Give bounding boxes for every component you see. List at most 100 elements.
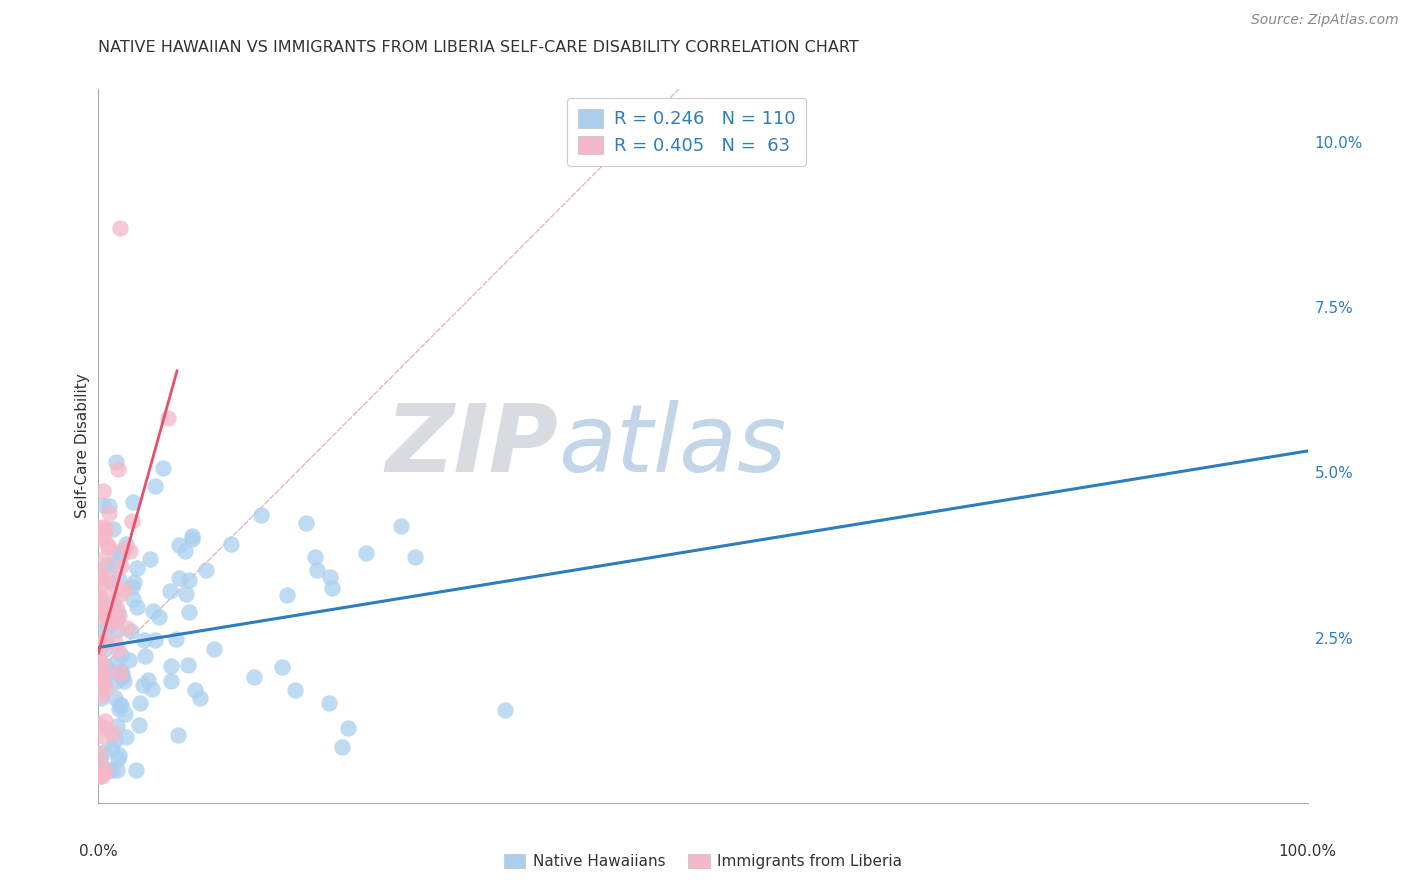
- Point: [90, 690, 112, 705]
- Point: [114, 706, 136, 721]
- Point: [181, 532, 204, 546]
- Point: [101, 726, 124, 740]
- Point: [98, 506, 121, 520]
- Point: [318, 696, 340, 710]
- Point: [125, 600, 148, 615]
- Point: [108, 221, 131, 235]
- Point: [166, 728, 188, 742]
- Point: [87, 769, 110, 783]
- Point: [107, 462, 129, 476]
- Point: [115, 730, 138, 744]
- Point: [114, 541, 136, 555]
- Point: [94, 550, 117, 565]
- Point: [93, 745, 115, 759]
- Point: [101, 558, 124, 573]
- Point: [128, 718, 150, 732]
- Point: [494, 703, 516, 717]
- Point: [87, 718, 110, 732]
- Point: [105, 719, 128, 733]
- Point: [105, 763, 128, 777]
- Point: [318, 569, 340, 583]
- Point: [91, 632, 114, 646]
- Point: [134, 632, 156, 647]
- Point: [107, 752, 129, 766]
- Point: [148, 610, 170, 624]
- Point: [90, 607, 112, 622]
- Point: [104, 732, 127, 747]
- Point: [94, 642, 117, 657]
- Point: [295, 516, 318, 530]
- Point: [114, 536, 136, 550]
- Point: [108, 587, 131, 601]
- Point: [98, 664, 121, 678]
- Point: [90, 611, 112, 625]
- Point: [127, 561, 149, 575]
- Point: [101, 615, 124, 630]
- Point: [194, 563, 217, 577]
- Point: [111, 670, 134, 684]
- Point: [91, 597, 114, 611]
- Point: [110, 559, 132, 574]
- Point: [89, 591, 111, 605]
- Point: [169, 571, 191, 585]
- Point: [97, 619, 120, 633]
- Point: [89, 564, 111, 578]
- Point: [97, 540, 120, 554]
- Point: [110, 664, 132, 678]
- Legend: R = 0.246   N = 110, R = 0.405   N =  63: R = 0.246 N = 110, R = 0.405 N = 63: [567, 98, 806, 166]
- Point: [97, 605, 120, 619]
- Point: [90, 758, 112, 772]
- Point: [165, 632, 187, 647]
- Point: [304, 549, 326, 564]
- Point: [110, 698, 132, 713]
- Point: [270, 660, 292, 674]
- Point: [139, 551, 162, 566]
- Point: [103, 690, 125, 705]
- Point: [91, 520, 114, 534]
- Point: [89, 769, 111, 783]
- Point: [89, 532, 111, 546]
- Point: [89, 652, 111, 666]
- Point: [101, 596, 124, 610]
- Point: [93, 721, 115, 735]
- Point: [96, 558, 118, 573]
- Point: [188, 690, 211, 705]
- Point: [89, 656, 111, 670]
- Legend: Native Hawaiians, Immigrants from Liberia: Native Hawaiians, Immigrants from Liberi…: [498, 848, 908, 875]
- Point: [121, 580, 143, 594]
- Point: [404, 550, 426, 565]
- Point: [91, 483, 114, 498]
- Point: [145, 478, 167, 492]
- Point: [101, 522, 124, 536]
- Point: [108, 572, 131, 586]
- Point: [97, 763, 120, 777]
- Point: [89, 681, 111, 696]
- Point: [330, 740, 353, 755]
- Point: [111, 666, 134, 681]
- Point: [122, 494, 145, 508]
- Point: [107, 605, 129, 619]
- Point: [250, 508, 273, 523]
- Point: [136, 673, 159, 687]
- Point: [177, 574, 200, 588]
- Point: [174, 587, 197, 601]
- Point: [100, 763, 122, 777]
- Point: [89, 670, 111, 684]
- Point: [129, 696, 152, 710]
- Point: [276, 588, 298, 602]
- Point: [104, 599, 127, 614]
- Point: [141, 682, 163, 697]
- Point: [107, 642, 129, 657]
- Point: [87, 567, 110, 582]
- Point: [98, 575, 121, 590]
- Point: [90, 574, 112, 589]
- Point: [97, 500, 120, 514]
- Point: [93, 678, 115, 692]
- Point: [305, 563, 328, 577]
- Point: [94, 605, 117, 619]
- Point: [90, 636, 112, 650]
- Point: [87, 589, 110, 603]
- Point: [94, 522, 117, 536]
- Point: [107, 608, 129, 623]
- Point: [90, 640, 112, 654]
